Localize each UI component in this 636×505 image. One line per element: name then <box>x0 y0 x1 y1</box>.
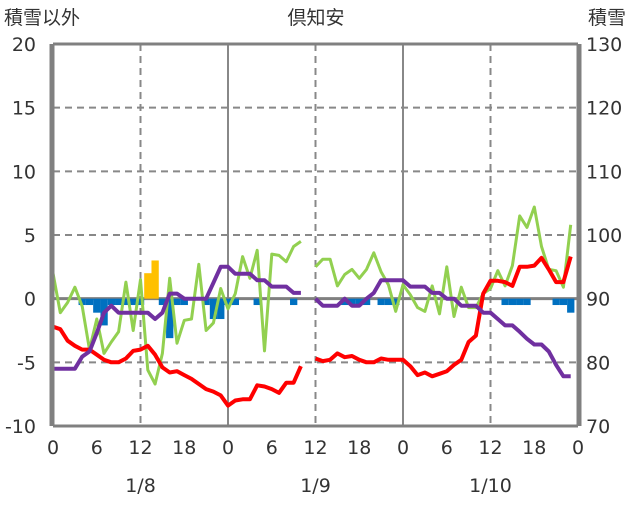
y-left-tick-label: 10 <box>12 161 36 183</box>
blue-bar <box>217 298 225 320</box>
x-tick-label: 6 <box>91 437 103 459</box>
chart-title: 倶知安 <box>287 7 344 29</box>
blue-bar <box>122 298 130 306</box>
green-series-line <box>51 205 573 386</box>
blue-bar <box>231 298 239 306</box>
left-axis-label: 積雪以外 <box>4 7 80 29</box>
blue-bar <box>508 298 517 306</box>
orange-bar <box>144 273 152 299</box>
blue-bar <box>136 298 145 306</box>
y-left-tick-label: -10 <box>5 416 36 438</box>
blue-bar <box>85 298 94 306</box>
x-tick-label: 18 <box>172 437 196 459</box>
blue-bar <box>559 298 568 306</box>
blue-bar <box>377 298 385 306</box>
blue-bar <box>253 298 261 306</box>
x-tick-label: 6 <box>266 437 278 459</box>
blue-bar <box>392 298 400 306</box>
x-tick-label: 12 <box>128 437 152 459</box>
purple-series-line <box>53 264 571 379</box>
blue-bar <box>107 298 116 306</box>
x-tick-label: 18 <box>347 437 371 459</box>
x-tick-label: 0 <box>397 437 409 459</box>
y-right-tick-label: 90 <box>586 289 610 311</box>
y-left-tick-label: 15 <box>12 98 36 120</box>
y-left-tick-label: -5 <box>17 352 36 374</box>
y-right-tick-label: 120 <box>586 98 622 120</box>
x-tick-label: 0 <box>572 437 584 459</box>
blue-bar <box>290 298 298 306</box>
date-label: 1/9 <box>300 475 331 497</box>
y-right-tick-label: 80 <box>586 352 610 374</box>
blue-bar <box>341 298 349 306</box>
x-tick-label: 0 <box>222 437 234 459</box>
y-left-tick-label: 20 <box>12 34 36 56</box>
x-tick-label: 12 <box>303 437 327 459</box>
blue-bar <box>173 298 181 306</box>
blue-bar <box>552 298 560 306</box>
date-label: 1/8 <box>125 475 156 497</box>
blue-bar <box>129 298 137 306</box>
blue-bar <box>224 298 232 306</box>
blue-bar <box>501 298 509 306</box>
right-axis-label: 積雪 <box>588 7 626 29</box>
x-tick-label: 12 <box>478 437 502 459</box>
y-left-tick-label: 5 <box>24 225 36 247</box>
x-tick-label: 18 <box>522 437 546 459</box>
blue-bar <box>115 298 123 306</box>
blue-bar <box>202 298 210 306</box>
bars <box>78 260 575 339</box>
plot-frame <box>49 42 582 428</box>
blue-bar <box>516 298 524 306</box>
blue-bar <box>93 298 101 313</box>
y-right-tick-label: 110 <box>586 161 622 183</box>
orange-bar <box>151 260 159 299</box>
blue-bar <box>166 298 174 339</box>
blue-bar <box>348 298 356 306</box>
y-right-tick-label: 130 <box>586 34 622 56</box>
blue-bar <box>362 298 371 306</box>
series-lines <box>51 205 573 408</box>
y-right-tick-label: 100 <box>586 225 622 247</box>
x-tick-label: 6 <box>441 437 453 459</box>
blue-bar <box>523 298 531 306</box>
blue-bar <box>78 298 86 306</box>
blue-bar <box>355 298 363 306</box>
x-tick-label: 0 <box>47 437 59 459</box>
date-label: 1/10 <box>469 475 512 497</box>
y-left-tick-label: 0 <box>24 289 36 311</box>
blue-bar <box>384 298 393 306</box>
blue-bar <box>209 298 218 320</box>
grid <box>53 44 578 426</box>
red-series-line <box>52 255 573 408</box>
blue-bar <box>180 298 188 306</box>
y-right-tick-label: 70 <box>586 416 610 438</box>
blue-bar <box>567 298 575 313</box>
blue-bar <box>158 298 167 306</box>
